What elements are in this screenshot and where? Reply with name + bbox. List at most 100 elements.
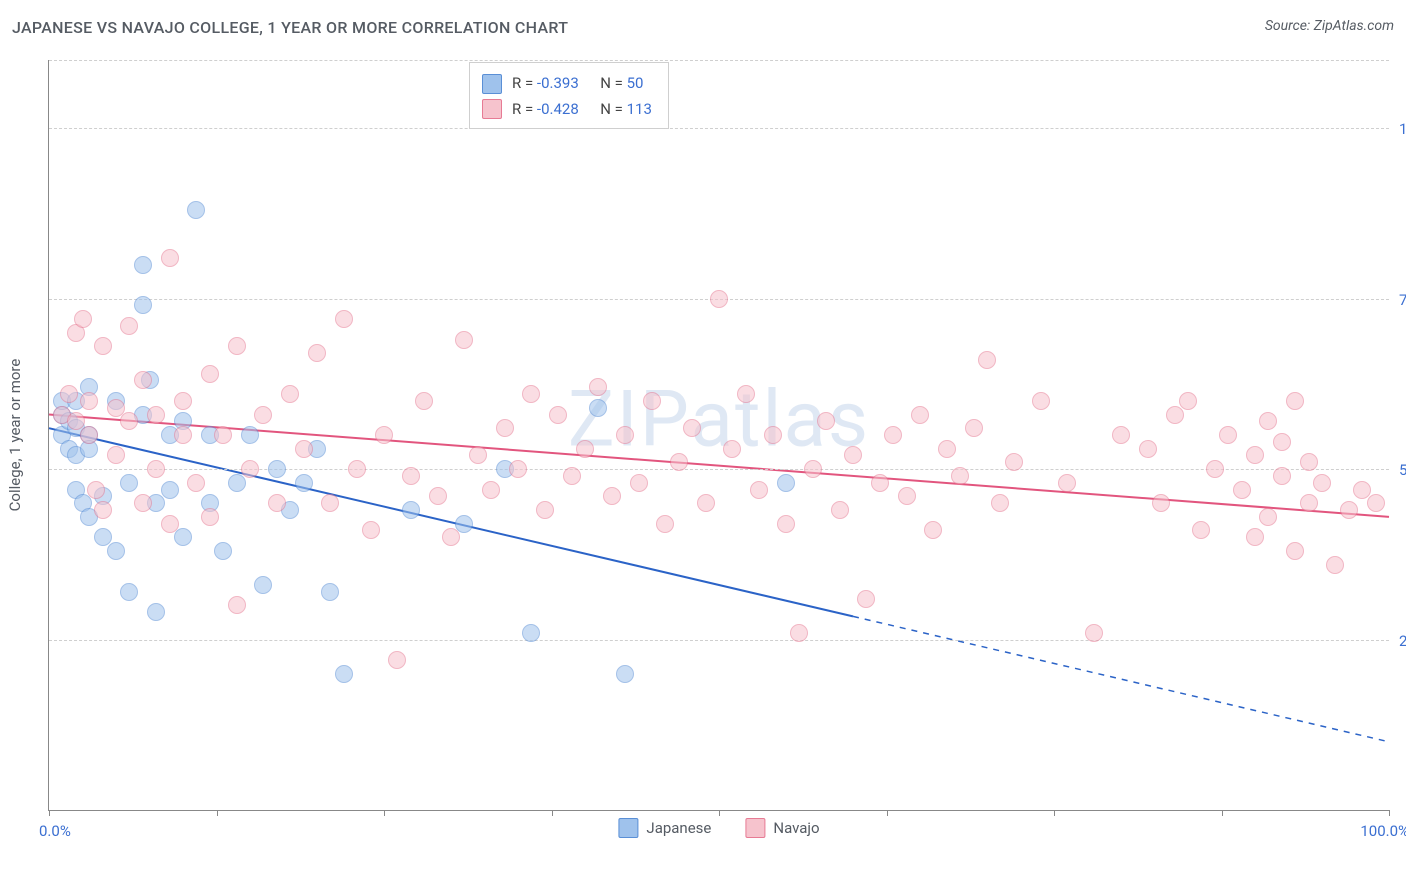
- data-point-navajo: [187, 474, 205, 492]
- data-point-japanese: [295, 474, 313, 492]
- data-point-navajo: [1058, 474, 1076, 492]
- data-point-navajo: [965, 419, 983, 437]
- data-point-navajo: [429, 487, 447, 505]
- data-point-navajo: [348, 460, 366, 478]
- gridline: 100.0%: [49, 128, 1389, 129]
- x-tick: [1054, 810, 1055, 816]
- data-point-japanese: [228, 474, 246, 492]
- data-point-navajo: [1179, 392, 1197, 410]
- stats-row-japanese: R = -0.393 N = 50: [482, 71, 652, 97]
- data-point-navajo: [482, 481, 500, 499]
- data-point-japanese: [120, 474, 138, 492]
- data-point-japanese: [134, 296, 152, 314]
- data-point-navajo: [911, 406, 929, 424]
- data-point-navajo: [1273, 433, 1291, 451]
- data-point-japanese: [134, 256, 152, 274]
- data-point-navajo: [228, 337, 246, 355]
- data-point-japanese: [147, 603, 165, 621]
- data-point-navajo: [1259, 412, 1277, 430]
- data-point-japanese: [174, 528, 192, 546]
- data-point-navajo: [496, 419, 514, 437]
- data-point-navajo: [228, 596, 246, 614]
- data-point-navajo: [509, 460, 527, 478]
- data-point-navajo: [1367, 494, 1385, 512]
- data-point-navajo: [254, 406, 272, 424]
- data-point-japanese: [321, 583, 339, 601]
- data-point-navajo: [522, 385, 540, 403]
- data-point-navajo: [1300, 494, 1318, 512]
- data-point-navajo: [1139, 440, 1157, 458]
- chart-title: JAPANESE VS NAVAJO COLLEGE, 1 YEAR OR MO…: [12, 18, 568, 37]
- stats-row-navajo: R = -0.428 N = 113: [482, 97, 652, 123]
- data-point-navajo: [589, 378, 607, 396]
- data-point-navajo: [335, 310, 353, 328]
- data-point-japanese: [241, 426, 259, 444]
- data-point-navajo: [1112, 426, 1130, 444]
- data-point-navajo: [1005, 453, 1023, 471]
- x-tick: [719, 810, 720, 816]
- data-point-navajo: [683, 419, 701, 437]
- data-point-japanese: [455, 515, 473, 533]
- data-point-japanese: [402, 501, 420, 519]
- data-point-navajo: [723, 440, 741, 458]
- data-point-navajo: [308, 344, 326, 362]
- data-point-navajo: [60, 385, 78, 403]
- data-point-navajo: [978, 351, 996, 369]
- data-point-navajo: [1286, 542, 1304, 560]
- data-point-japanese: [187, 201, 205, 219]
- data-point-navajo: [697, 494, 715, 512]
- data-point-navajo: [201, 508, 219, 526]
- data-point-navajo: [1032, 392, 1050, 410]
- data-point-navajo: [764, 426, 782, 444]
- data-point-navajo: [375, 426, 393, 444]
- x-tick: [887, 810, 888, 816]
- data-point-navajo: [268, 494, 286, 512]
- data-point-navajo: [74, 310, 92, 328]
- data-point-navajo: [415, 392, 433, 410]
- data-point-navajo: [94, 337, 112, 355]
- data-point-navajo: [1085, 624, 1103, 642]
- data-point-navajo: [147, 406, 165, 424]
- data-point-navajo: [603, 487, 621, 505]
- data-point-navajo: [174, 426, 192, 444]
- x-tick: [217, 810, 218, 816]
- data-point-navajo: [630, 474, 648, 492]
- data-point-navajo: [898, 487, 916, 505]
- data-point-navajo: [1152, 494, 1170, 512]
- data-point-navajo: [1313, 474, 1331, 492]
- data-point-japanese: [616, 665, 634, 683]
- data-point-navajo: [1286, 392, 1304, 410]
- data-point-navajo: [750, 481, 768, 499]
- data-point-navajo: [938, 440, 956, 458]
- data-point-japanese: [777, 474, 795, 492]
- data-point-navajo: [924, 521, 942, 539]
- data-point-navajo: [161, 515, 179, 533]
- data-point-navajo: [1233, 481, 1251, 499]
- data-point-navajo: [201, 365, 219, 383]
- data-point-navajo: [616, 426, 634, 444]
- data-point-navajo: [161, 249, 179, 267]
- data-point-japanese: [589, 399, 607, 417]
- data-point-navajo: [147, 460, 165, 478]
- data-point-navajo: [643, 392, 661, 410]
- x-tick: [1389, 810, 1390, 816]
- data-point-navajo: [87, 481, 105, 499]
- data-point-navajo: [576, 440, 594, 458]
- data-point-navajo: [241, 460, 259, 478]
- data-point-navajo: [549, 406, 567, 424]
- data-point-navajo: [134, 371, 152, 389]
- data-point-navajo: [94, 501, 112, 519]
- x-axis-min-label: 0.0%: [39, 822, 71, 840]
- stats-box: R = -0.393 N = 50 R = -0.428 N = 113: [469, 62, 669, 129]
- data-point-navajo: [536, 501, 554, 519]
- data-point-navajo: [884, 426, 902, 444]
- data-point-navajo: [844, 446, 862, 464]
- y-tick-label: 25.0%: [1399, 632, 1406, 650]
- data-point-japanese: [268, 460, 286, 478]
- data-point-navajo: [174, 392, 192, 410]
- data-point-japanese: [254, 576, 272, 594]
- x-tick: [552, 810, 553, 816]
- legend-label-navajo: Navajo: [773, 819, 819, 837]
- data-point-japanese: [335, 665, 353, 683]
- data-point-navajo: [777, 515, 795, 533]
